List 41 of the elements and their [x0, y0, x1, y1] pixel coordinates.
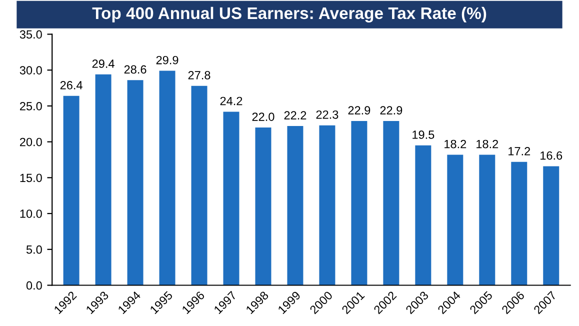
- bar: [191, 86, 208, 286]
- bar: [127, 80, 144, 286]
- bar: [319, 125, 336, 286]
- data-label: 17.2: [508, 147, 530, 156]
- y-tick-label: 25.0: [20, 102, 42, 110]
- data-label: 27.8: [188, 71, 210, 80]
- bar: [63, 96, 80, 286]
- data-label: 26.4: [60, 81, 82, 90]
- data-label: 24.2: [220, 96, 242, 106]
- y-tick-label: 35.0: [20, 30, 42, 39]
- data-label: 22.2: [284, 111, 306, 120]
- bar: [479, 154, 496, 286]
- data-label: 29.4: [92, 60, 114, 68]
- data-label: 28.6: [124, 65, 146, 74]
- data-label: 29.9: [156, 56, 178, 64]
- y-tick-label: 0.0: [26, 281, 42, 290]
- data-label: 22.9: [348, 106, 370, 115]
- data-label: 18.2: [444, 140, 466, 148]
- bar: [223, 112, 240, 286]
- y-tick-label: 30.0: [20, 66, 42, 74]
- data-label: 22.9: [380, 106, 402, 115]
- y-tick-label: 5.0: [26, 245, 42, 254]
- bar: [255, 127, 272, 286]
- data-label: 19.5: [412, 130, 434, 139]
- data-label: 16.6: [540, 151, 562, 160]
- bar: [447, 154, 464, 286]
- data-label: 18.2: [476, 140, 498, 148]
- bar: [95, 74, 112, 286]
- bar: [159, 70, 176, 286]
- data-label: 22.3: [316, 110, 338, 119]
- y-tick-label: 20.0: [20, 138, 42, 146]
- bar: [543, 166, 560, 286]
- bar: [415, 145, 432, 286]
- bar: [511, 162, 528, 286]
- y-tick-label: 15.0: [20, 174, 42, 182]
- bar: [383, 121, 400, 286]
- data-label: 22.0: [252, 112, 274, 121]
- bar: [351, 121, 368, 286]
- y-tick-label: 10.0: [20, 210, 42, 218]
- bar: [287, 126, 304, 286]
- chart-title: Top 400 Annual US Earners: Average Tax Rate (%): [92, 6, 486, 22]
